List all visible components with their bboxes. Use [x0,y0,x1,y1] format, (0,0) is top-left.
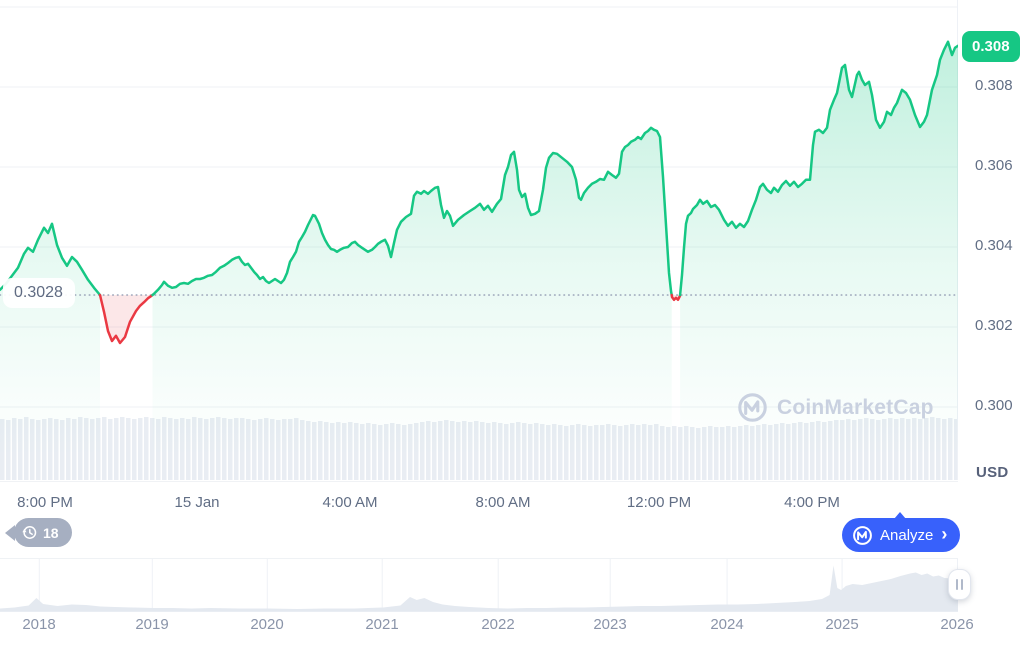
price-axis: USD 0.308 0.308 0.306 0.304 0.302 0.300 [958,0,1024,481]
main-chart-svg[interactable] [0,0,958,480]
year-label: 2024 [710,616,744,633]
history-count: 18 [43,524,59,541]
y-axis-label: 0.306 [975,157,1013,174]
x-axis-label: 8:00 AM [475,494,531,511]
year-label: 2020 [250,616,284,633]
price-line [0,40,958,345]
year-label: 2019 [135,616,169,633]
y-axis-label: 0.304 [975,237,1013,254]
navigator-year-labels: 2018 2019 2020 2021 2022 2023 2024 2025 2026 [0,616,1024,644]
year-label: 2018 [22,616,56,633]
year-label: 2022 [481,616,515,633]
year-label: 2025 [825,616,859,633]
history-badge[interactable]: 18 [14,518,72,547]
drag-handle-icon [961,579,963,590]
coinmarketcap-logo-icon [853,525,872,545]
navigator-svg[interactable] [0,558,958,612]
navigator-area [0,565,958,612]
watermark-text: CoinMarketCap [777,395,934,419]
coinmarketcap-watermark: CoinMarketCap [737,392,934,423]
y-axis-label: 0.300 [975,397,1013,414]
x-axis-label: 12:00 PM [626,494,692,511]
coinmarketcap-logo-icon [738,393,767,422]
currency-unit-label: USD [976,464,1009,481]
y-axis-label: 0.302 [975,317,1013,334]
x-axis-label: 4:00 PM [784,494,840,511]
x-axis-label: 15 Jan [174,494,220,511]
baseline-price-label: 0.3028 [3,278,75,308]
year-label: 2023 [593,616,627,633]
chevron-right-icon: › [941,524,948,544]
navigator-gridlines [38,558,958,612]
time-axis: 8:00 PM 15 Jan 4:00 AM 8:00 AM 12:00 PM 4:00 … [0,481,958,517]
x-axis-label: 8:00 PM [17,494,73,511]
price-area-fill [0,41,958,480]
main-chart[interactable] [0,0,958,480]
navigator-handle[interactable] [948,569,971,600]
y-axis-label: 0.308 [975,77,1013,94]
year-label: 2021 [365,616,399,633]
history-clock-icon [22,526,37,539]
analyze-label: Analyze [880,526,934,544]
year-label: 2026 [940,616,974,633]
axis-separator-line [0,481,958,482]
current-price-badge: 0.308 [962,30,1020,62]
range-navigator[interactable] [0,558,958,612]
analyze-button[interactable]: Analyze › [842,512,961,552]
drag-handle-icon [956,579,958,590]
x-axis-label: 4:00 AM [322,494,378,511]
